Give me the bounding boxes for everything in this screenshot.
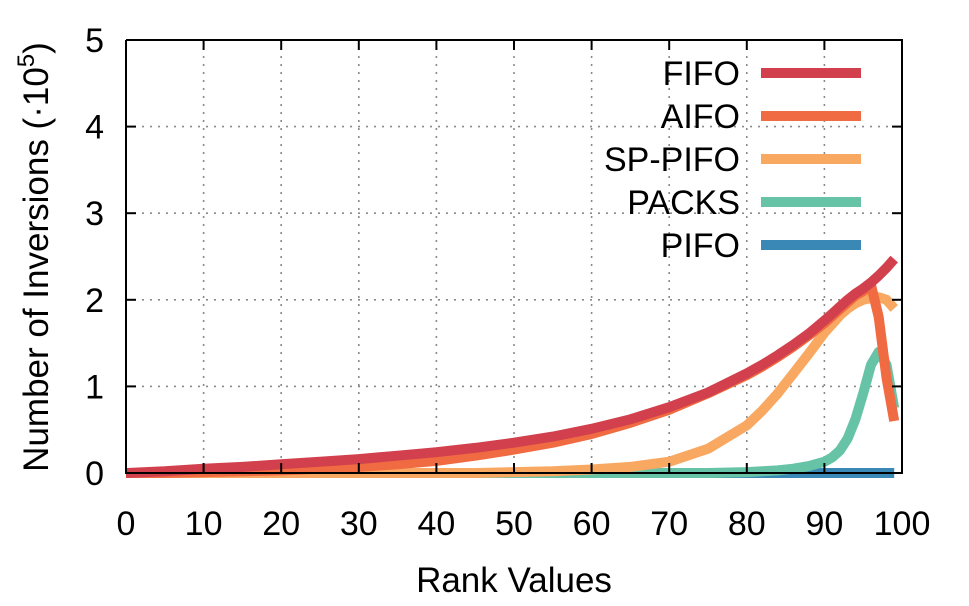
x-tick-label-0: 0 [117,505,136,543]
y-tick-label-2: 2 [85,282,104,320]
x-tick-label-80: 80 [728,505,766,543]
x-tick-label-70: 70 [650,505,688,543]
y-tick-label-0: 0 [85,455,104,493]
x-axis-label: Rank Values [416,561,612,600]
legend-label-packs: PACKS [627,184,740,222]
y-tick-label-4: 4 [85,109,104,147]
y-tick-label-3: 3 [85,195,104,233]
x-tick-label-30: 30 [340,505,378,543]
x-tick-label-100: 100 [874,505,931,543]
y-axis-label-main: Number of Inversions (·10 [17,67,56,472]
x-tick-label-40: 40 [417,505,455,543]
legend-label-sp-pifo: SP-PIFO [604,141,740,179]
grid [126,40,902,473]
y-axis-label-exponent: 5 [13,54,40,67]
y-tick-label-5: 5 [85,22,104,60]
series-layer [125,255,900,478]
y-axis-label-close: ) [17,42,56,54]
y-axis-label: Number of Inversions (·105) [13,42,56,472]
series-line-fifo [125,255,898,478]
x-tick-label-10: 10 [185,505,223,543]
x-tick-label-90: 90 [805,505,843,543]
legend-label-aifo: AIFO [661,98,740,136]
x-tick-label-50: 50 [495,505,533,543]
y-tick-label-1: 1 [85,368,104,406]
legend-label-pifo: PIFO [661,227,740,265]
x-tick-label-20: 20 [262,505,300,543]
legend: FIFO AIFO SP-PIFO PACKS PIFO [604,55,861,265]
legend-label-fifo: FIFO [663,55,740,93]
x-tick-label-60: 60 [573,505,611,543]
